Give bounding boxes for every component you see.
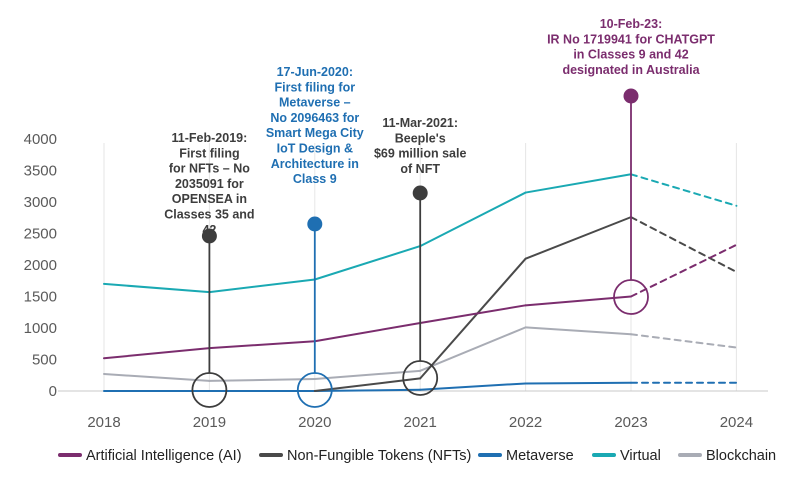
projected-segment-artificial-intelligence-ai bbox=[630, 243, 738, 298]
projected-segment-non-fungible-tokens-nfts bbox=[630, 216, 738, 273]
line-segment-blockchain bbox=[524, 326, 632, 336]
line-segment-blockchain bbox=[208, 378, 316, 382]
line-segment-artificial-intelligence-ai bbox=[103, 347, 211, 360]
annotation-dot bbox=[623, 88, 639, 104]
legend-label: Blockchain bbox=[706, 448, 776, 464]
line-segment-non-fungible-tokens-nfts bbox=[524, 216, 632, 260]
annotation-ring bbox=[296, 372, 333, 408]
y-tick-label: 1000 bbox=[24, 320, 57, 337]
y-tick-label: 500 bbox=[32, 352, 57, 369]
line-segment-metaverse bbox=[524, 381, 632, 385]
annotation-text: 11-Feb-2019: First filing for NFTs – No 203… bbox=[164, 131, 254, 237]
annotation-ring bbox=[402, 360, 439, 396]
y-tick-label: 3500 bbox=[24, 163, 57, 180]
line-segment-metaverse bbox=[419, 382, 527, 391]
legend-item-non-fungible-tokens-nfts: Non-Fungible Tokens (NFTs) bbox=[259, 448, 471, 464]
legend-item-artificial-intelligence-ai: Artificial Intelligence (AI) bbox=[58, 448, 242, 464]
y-tick-label: 1500 bbox=[24, 289, 57, 306]
annotation-2019: 11-Feb-2019: First filing for NFTs – No 203… bbox=[164, 131, 255, 408]
series-virtual bbox=[103, 173, 738, 294]
legend-item-metaverse: Metaverse bbox=[478, 448, 574, 464]
annotation-ring bbox=[191, 372, 228, 408]
annotation-2020: 17-Jun-2020: First filing for Metaverse – N… bbox=[266, 65, 364, 408]
line-segment-artificial-intelligence-ai bbox=[419, 304, 527, 324]
annotation-text: 10-Feb-23: IR No 1719941 for CHATGPT in Cl… bbox=[547, 17, 715, 77]
projected-segment-virtual bbox=[630, 173, 738, 207]
legend-label: Virtual bbox=[620, 448, 661, 464]
y-tick-label: 2000 bbox=[24, 257, 57, 274]
y-tick-label: 2500 bbox=[24, 226, 57, 243]
legend-label: Artificial Intelligence (AI) bbox=[86, 448, 242, 464]
annotation-text: 11-Mar-2021: Beeple's $69 million sale of N… bbox=[374, 116, 466, 176]
legend-item-blockchain: Blockchain bbox=[678, 448, 776, 464]
x-tick-label: 2019 bbox=[193, 414, 226, 431]
axes: 2018 2019 2020 2021 2022 2023 2024 0 500 1000 1500… bbox=[24, 131, 768, 431]
line-segment-virtual bbox=[524, 173, 632, 194]
y-tick-label: 4000 bbox=[24, 131, 57, 148]
line-segment-artificial-intelligence-ai bbox=[313, 321, 422, 343]
x-tick-label: 2021 bbox=[404, 414, 437, 431]
y-tick-label: 0 bbox=[49, 383, 57, 400]
series-lines bbox=[103, 173, 738, 392]
annotation-dot bbox=[412, 185, 428, 201]
x-tick-label: 2020 bbox=[298, 414, 331, 431]
line-segment-blockchain bbox=[313, 369, 422, 381]
annotations: 11-Feb-2019: First filing for NFTs – No 203… bbox=[164, 17, 715, 408]
line-segment-virtual bbox=[313, 245, 422, 281]
annotation-2021: 11-Mar-2021: Beeple's $69 million sale of N… bbox=[374, 116, 466, 396]
line-segment-virtual bbox=[419, 191, 527, 248]
line-segment-blockchain bbox=[419, 326, 527, 372]
annotation-dot bbox=[307, 216, 323, 232]
line-segment-artificial-intelligence-ai bbox=[208, 340, 316, 350]
annotation-2023: 10-Feb-23: IR No 1719941 for CHATGPT in Cl… bbox=[547, 17, 715, 315]
x-tick-label: 2024 bbox=[720, 414, 753, 431]
legend-label: Non-Fungible Tokens (NFTs) bbox=[287, 448, 471, 464]
legend-label: Metaverse bbox=[506, 448, 574, 464]
annotation-ring bbox=[613, 279, 649, 315]
series-blockchain bbox=[103, 326, 738, 382]
y-tick-label: 3000 bbox=[24, 194, 57, 211]
annotation-dot bbox=[201, 228, 217, 244]
legend: Artificial Intelligence (AI) Non-Fungible… bbox=[58, 448, 776, 464]
line-segment-virtual bbox=[103, 282, 211, 294]
line-segment-non-fungible-tokens-nfts bbox=[419, 257, 527, 380]
annotation-text: 17-Jun-2020: First filing for Metaverse – N… bbox=[266, 65, 364, 186]
line-segment-blockchain bbox=[103, 372, 211, 382]
x-tick-label: 2022 bbox=[509, 414, 542, 431]
line-segment-virtual bbox=[208, 278, 316, 294]
x-tick-label: 2023 bbox=[614, 414, 647, 431]
legend-item-virtual: Virtual bbox=[592, 448, 661, 464]
x-tick-label: 2018 bbox=[87, 414, 120, 431]
projected-segment-blockchain bbox=[630, 333, 738, 349]
